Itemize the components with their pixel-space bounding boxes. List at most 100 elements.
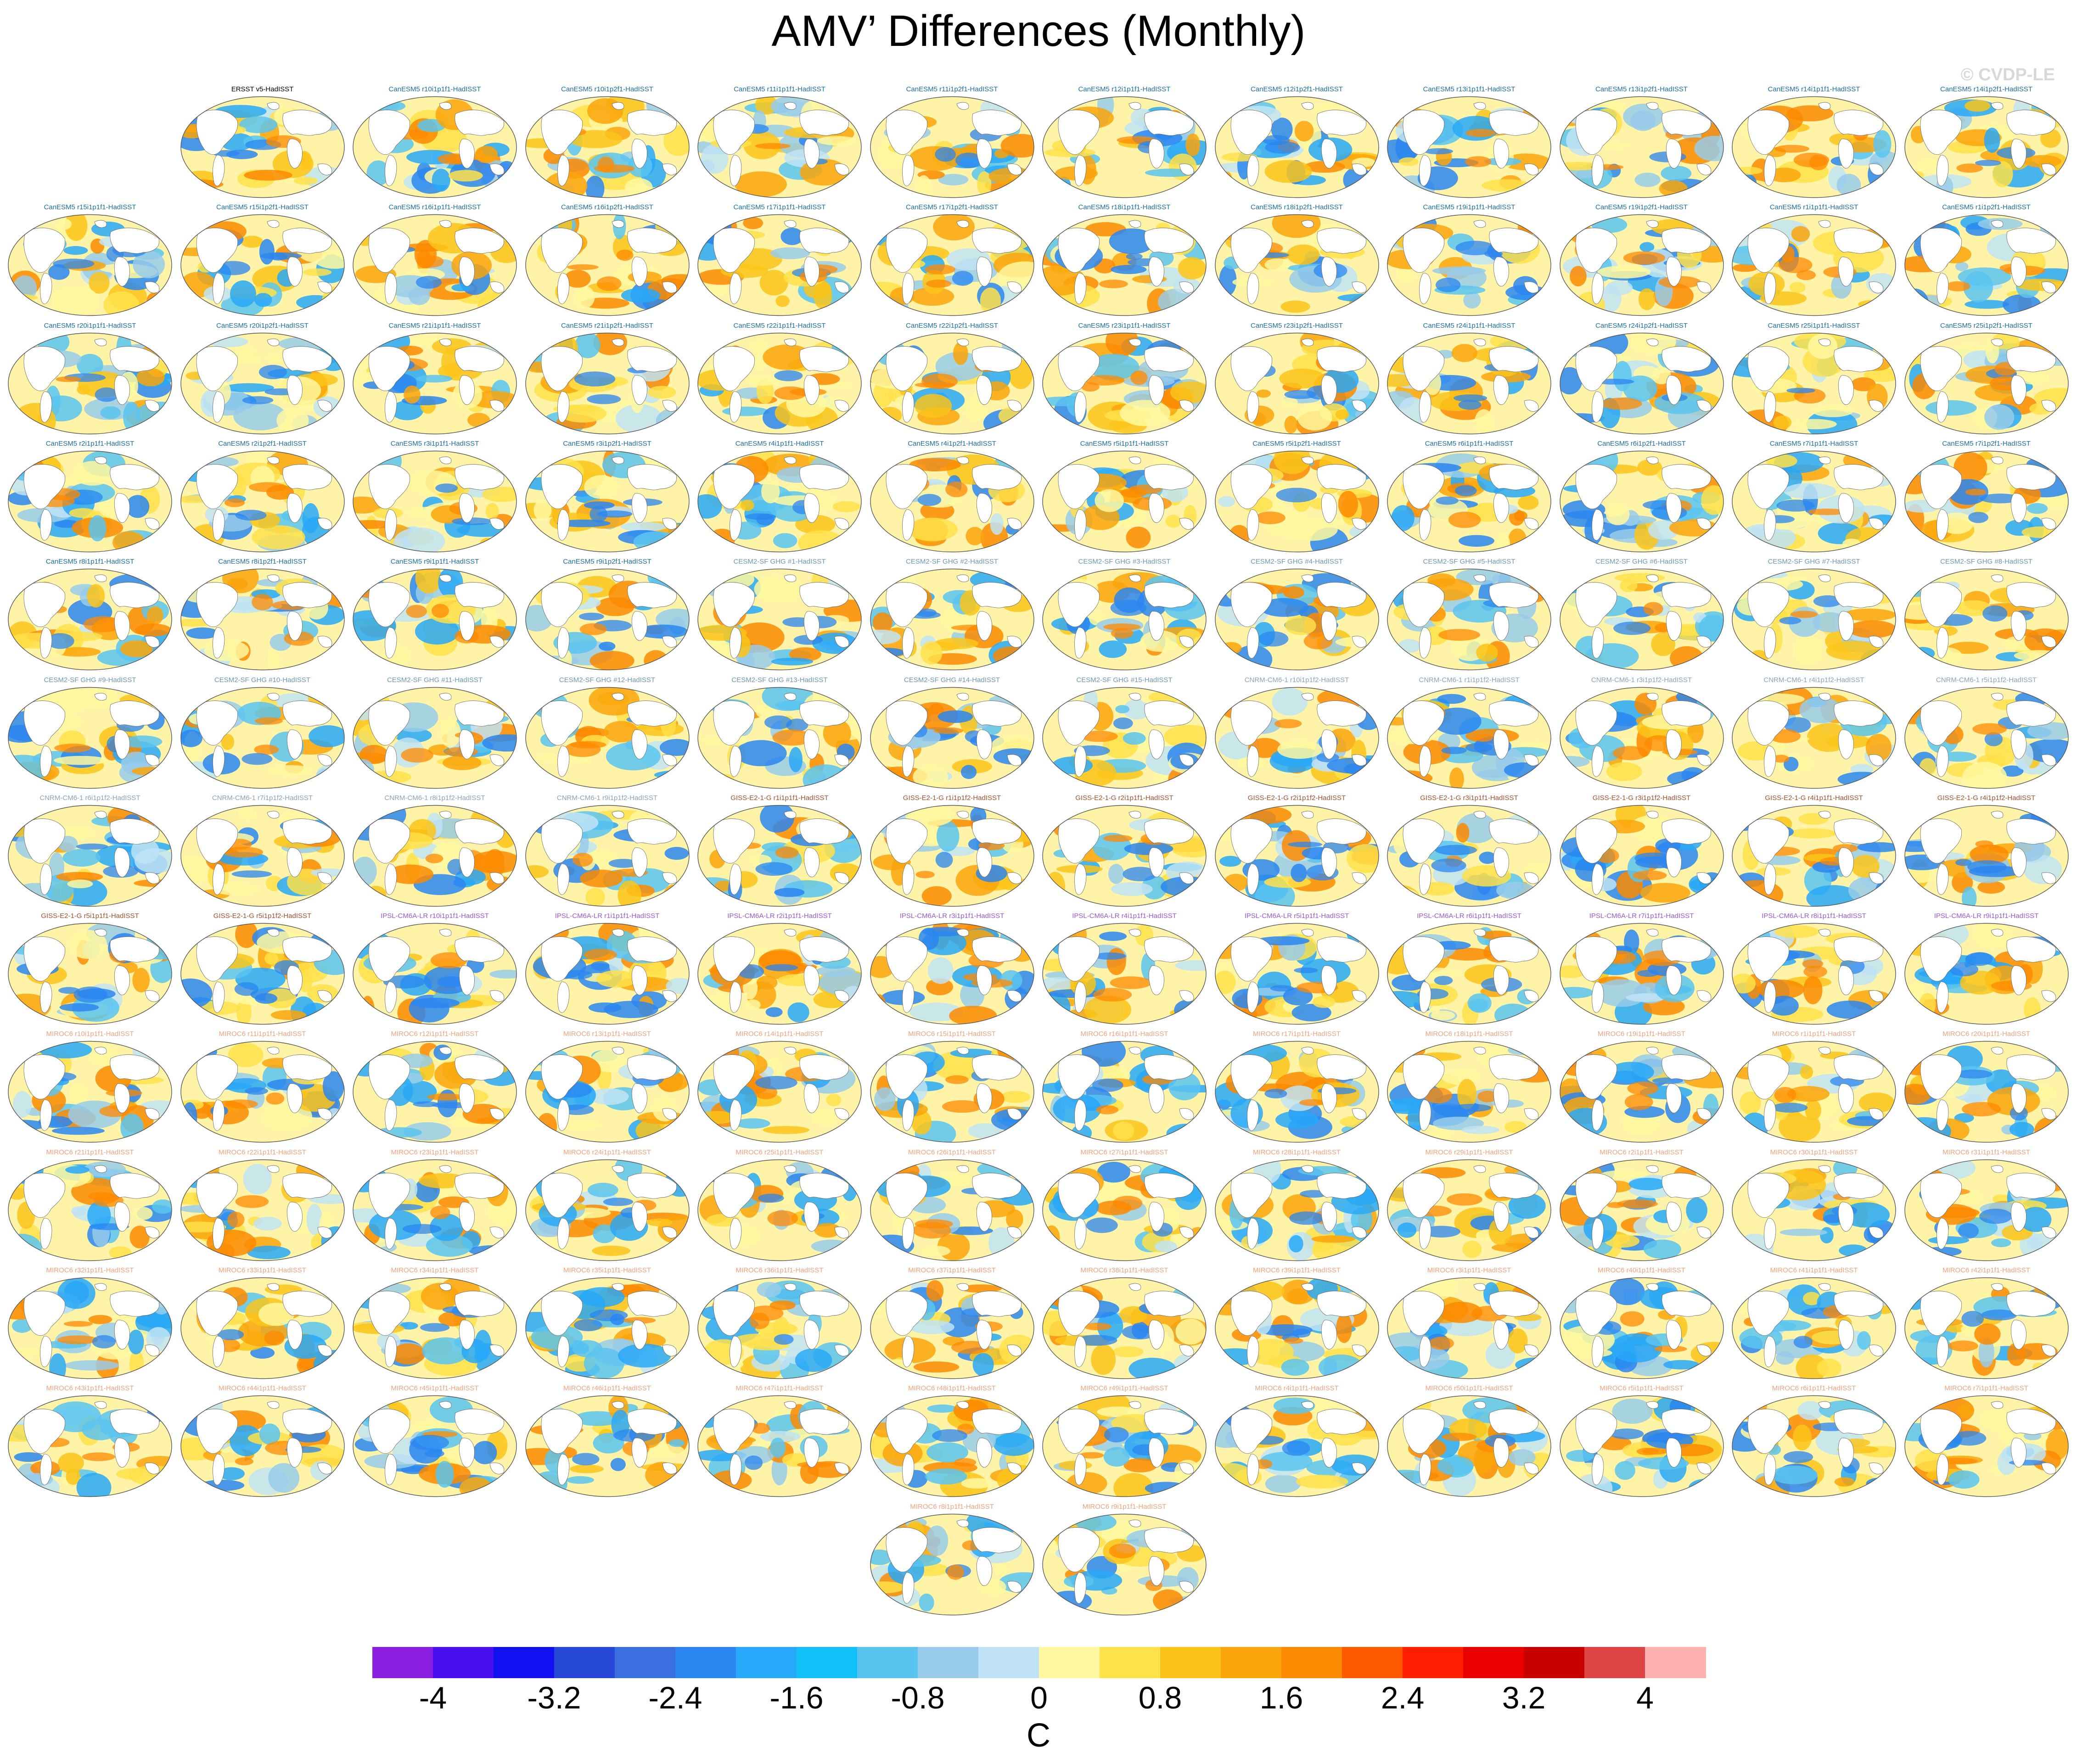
panel-title: MIROC6 r26i1p1f1-HadISST (908, 1148, 996, 1156)
panel-title: CanESM5 r17i1p1f1-HadISST (733, 203, 826, 212)
map-panel: MIROC6 r6i1p1f1-HadISST (1728, 1384, 1900, 1502)
panel-title: MIROC6 r22i1p1f1-HadISST (219, 1148, 306, 1156)
panel-title: CanESM5 r10i1p2f1-HadISST (561, 85, 653, 93)
panel-title: CESM2-SF GHG #2-HadISST (906, 558, 998, 566)
map-panel: CNRM-CM6-1 r4i1p1f2-HadISST (1728, 676, 1900, 794)
panel-title: GISS-E2-1-G r4i1p1f1-HadISST (1765, 794, 1863, 802)
map-panel: CESM2-SF GHG #2-HadISST (866, 558, 1038, 675)
map-panel: GISS-E2-1-G r2i1p1f1-HadISST (1038, 794, 1211, 912)
map-panel: IPSL-CM6A-LR r4i1p1f1-HadISST (1038, 912, 1211, 1030)
map-panel: MIROC6 r30i1p1f1-HadISST (1728, 1148, 1900, 1266)
colorbar-tick-label: -2.4 (648, 1680, 702, 1715)
panel-title: MIROC6 r12i1p1f1-HadISST (391, 1030, 479, 1038)
panel-title: CanESM5 r21i1p1f1-HadISST (388, 321, 481, 330)
map-panel: CanESM5 r23i1p1f1-HadISST (1038, 322, 1211, 439)
map-panel: IPSL-CM6A-LR r3i1p1f1-HadISST (866, 912, 1038, 1030)
world-map (870, 1277, 1034, 1379)
panel-title: CESM2-SF GHG #4-HadISST (1251, 558, 1343, 566)
world-map (1559, 1395, 1724, 1497)
world-map (697, 450, 862, 553)
map-panel: MIROC6 r35i1p1f1-HadISST (521, 1266, 694, 1384)
world-map (870, 805, 1034, 907)
panel-title: CanESM5 r19i1p2f1-HadISST (1595, 203, 1688, 212)
map-panel: MIROC6 r23i1p1f1-HadISST (348, 1148, 521, 1266)
map-panel: MIROC6 r21i1p1f1-HadISST (4, 1148, 176, 1266)
world-map (870, 450, 1034, 553)
map-panel: CESM2-SF GHG #15-HadISST (1038, 676, 1211, 794)
map-panel: MIROC6 r39i1p1f1-HadISST (1211, 1266, 1383, 1384)
world-map (697, 214, 862, 316)
colorbar-swatch (1463, 1647, 1524, 1678)
map-panel: MIROC6 r2i1p1f1-HadISST (1555, 1148, 1728, 1266)
map-panel: GISS-E2-1-G r5i1p1f1-HadISST (4, 912, 176, 1030)
world-map (870, 923, 1034, 1025)
map-panel: MIROC6 r31i1p1f1-HadISST (1900, 1148, 2073, 1266)
panel-title: CESM2-SF GHG #15-HadISST (1076, 676, 1173, 684)
panel-title: CanESM5 r5i1p1f1-HadISST (1080, 439, 1169, 448)
panel-title: MIROC6 r43i1p1f1-HadISST (46, 1384, 134, 1393)
panel-title: CanESM5 r14i1p1f1-HadISST (1768, 85, 1860, 93)
panel-title: CESM2-SF GHG #7-HadISST (1768, 558, 1860, 566)
map-panel: MIROC6 r9i1p1f1-HadISST (1038, 1503, 1211, 1620)
map-panel: CanESM5 r12i1p2f1-HadISST (1211, 85, 1383, 203)
panel-title: CanESM5 r24i1p1f1-HadISST (1423, 321, 1516, 330)
map-panel: CanESM5 r7i1p1f1-HadISST (1728, 440, 1900, 557)
panel-title: MIROC6 r11i1p1f1-HadISST (219, 1030, 306, 1038)
world-map (870, 214, 1034, 316)
world-map (1732, 332, 1896, 434)
map-panel: GISS-E2-1-G r4i1p1f2-HadISST (1900, 794, 2073, 912)
world-map (8, 687, 172, 789)
map-panel: CanESM5 r22i1p2f1-HadISST (866, 322, 1038, 439)
world-map (353, 332, 517, 434)
panel-title: MIROC6 r39i1p1f1-HadISST (1253, 1266, 1341, 1274)
panel-title: CanESM5 r20i1p2f1-HadISST (216, 321, 309, 330)
map-panel: CNRM-CM6-1 r5i1p1f2-HadISST (1900, 676, 2073, 794)
world-map (353, 1277, 517, 1379)
map-panel: CESM2-SF GHG #7-HadISST (1728, 558, 1900, 675)
panel-title: CanESM5 r11i1p1f1-HadISST (734, 85, 825, 93)
map-panel: CanESM5 r13i1p2f1-HadISST (1555, 85, 1728, 203)
colorbar-swatch (978, 1647, 1039, 1678)
world-map (1732, 1159, 1896, 1261)
map-panel: IPSL-CM6A-LR r9i1p1f1-HadISST (1900, 912, 2073, 1030)
map-panel: GISS-E2-1-G r3i1p1f2-HadISST (1555, 794, 1728, 912)
panel-title: CNRM-CM6-1 r4i1p1f2-HadISST (1763, 676, 1864, 684)
map-panel: CanESM5 r11i1p1f1-HadISST (693, 85, 866, 203)
world-map (697, 568, 862, 671)
panel-title: CanESM5 r18i1p2f1-HadISST (1251, 203, 1343, 212)
world-map (1387, 450, 1551, 553)
panel-title: CESM2-SF GHG #6-HadISST (1595, 558, 1688, 566)
map-panel: MIROC6 r43i1p1f1-HadISST (4, 1384, 176, 1502)
world-map (870, 1159, 1034, 1261)
colorbar-swatch (1221, 1647, 1282, 1678)
panel-title: CanESM5 r15i1p2f1-HadISST (216, 203, 309, 212)
panel-title: CanESM5 r4i1p2f1-HadISST (908, 439, 996, 448)
panel-title: CanESM5 r7i1p2f1-HadISST (1942, 439, 2031, 448)
map-panel: MIROC6 r37i1p1f1-HadISST (866, 1266, 1038, 1384)
world-map (1904, 1395, 2069, 1497)
map-panel: CanESM5 r9i1p1f1-HadISST (348, 558, 521, 675)
panel-title: GISS-E2-1-G r2i1p1f1-HadISST (1075, 794, 1173, 802)
panel-title: CanESM5 r13i1p2f1-HadISST (1595, 85, 1688, 93)
world-map (1042, 1159, 1207, 1261)
panel-title: IPSL-CM6A-LR r9i1p1f1-HadISST (1934, 912, 2039, 920)
map-panel: CanESM5 r22i1p1f1-HadISST (693, 322, 866, 439)
world-map (8, 332, 172, 434)
world-map (1042, 1041, 1207, 1143)
map-panel: MIROC6 r4i1p1f1-HadISST (1211, 1384, 1383, 1502)
world-map (8, 923, 172, 1025)
world-map (1042, 332, 1207, 434)
world-map (1387, 96, 1551, 198)
map-panel: CanESM5 r19i1p1f1-HadISST (1383, 203, 1555, 321)
map-panel: CanESM5 r3i1p1f1-HadISST (348, 440, 521, 557)
map-panel: ERSST v5-HadISST (176, 85, 349, 203)
panel-title: CESM2-SF GHG #11-HadISST (387, 676, 483, 684)
panel-title: CanESM5 r8i1p1f1-HadISST (45, 558, 135, 566)
panel-title: CESM2-SF GHG #13-HadISST (731, 676, 828, 684)
map-panel: CanESM5 r4i1p2f1-HadISST (866, 440, 1038, 557)
panel-title: IPSL-CM6A-LR r1i1p1f1-HadISST (555, 912, 660, 920)
map-panel: CanESM5 r2i1p2f1-HadISST (176, 440, 349, 557)
world-map (1559, 1277, 1724, 1379)
panel-title: MIROC6 r33i1p1f1-HadISST (219, 1266, 306, 1274)
world-map (870, 1395, 1034, 1497)
